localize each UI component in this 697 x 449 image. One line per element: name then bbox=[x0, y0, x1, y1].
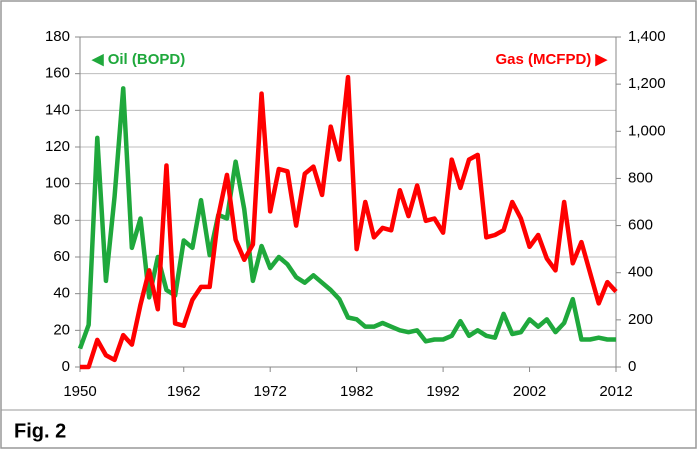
series-line bbox=[80, 74, 618, 370]
y2-tick-label: 400 bbox=[628, 264, 653, 281]
x-tick-label: 1972 bbox=[254, 383, 287, 400]
x-tick-label: 1982 bbox=[340, 383, 373, 400]
annotation: Gas (MCFPD) ▶ bbox=[495, 51, 608, 68]
y2-tick-label: 1,400 bbox=[628, 28, 666, 45]
y-tick-label: 160 bbox=[45, 65, 70, 82]
annotation: ◀ Oil (BOPD) bbox=[91, 51, 185, 68]
y-tick-label: 40 bbox=[53, 285, 70, 302]
y-tick-label: 60 bbox=[53, 248, 70, 265]
plot-border bbox=[79, 36, 617, 368]
y-tick-label: 180 bbox=[45, 28, 70, 45]
y-tick-label: 100 bbox=[45, 175, 70, 192]
x-tick-label: 2012 bbox=[599, 383, 632, 400]
x-tick-label: 1992 bbox=[426, 383, 459, 400]
x-tick-label: 1962 bbox=[167, 383, 200, 400]
y2-tick-label: 200 bbox=[628, 311, 653, 328]
series-line bbox=[77, 86, 616, 350]
y-tick-label: 120 bbox=[45, 138, 70, 155]
y-tick-label: 80 bbox=[53, 211, 70, 228]
y2-tick-label: 0 bbox=[628, 358, 636, 375]
y2-tick-label: 600 bbox=[628, 217, 653, 234]
y-tick-label: 20 bbox=[53, 321, 70, 338]
y2-tick-label: 800 bbox=[628, 169, 653, 186]
x-tick-label: 1950 bbox=[63, 383, 96, 400]
y-tick-label: 0 bbox=[62, 358, 70, 375]
y-tick-label: 140 bbox=[45, 101, 70, 118]
x-tick-label: 2002 bbox=[513, 383, 546, 400]
y2-tick-label: 1,000 bbox=[628, 122, 666, 139]
caption: Fig. 2 bbox=[14, 420, 66, 442]
y2-tick-label: 1,200 bbox=[628, 75, 666, 92]
